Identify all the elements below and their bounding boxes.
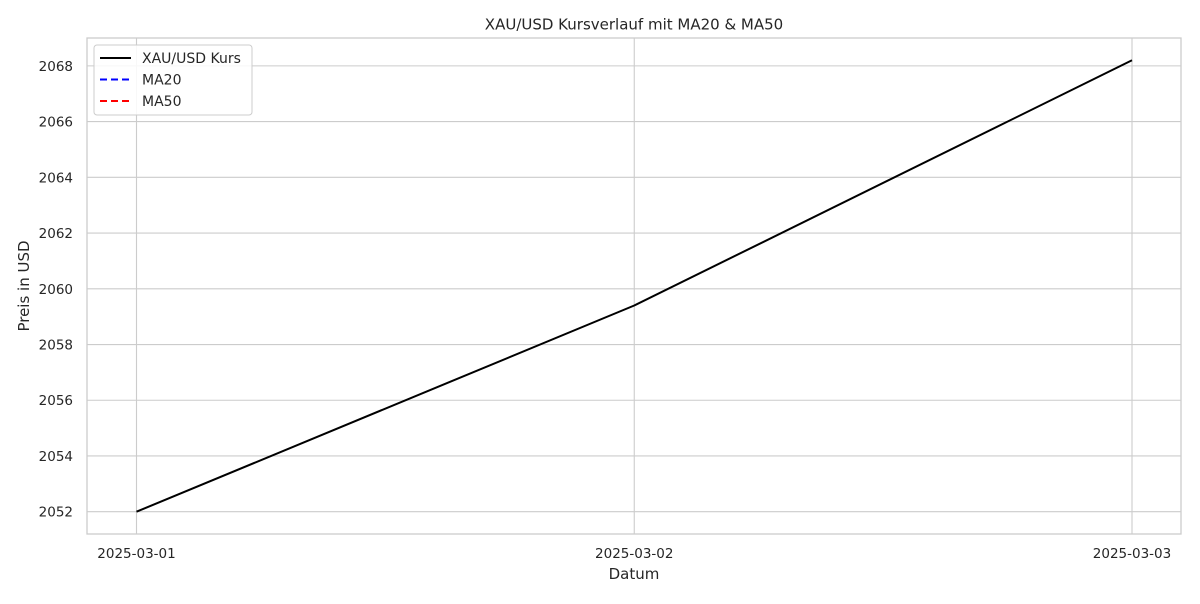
x-tick-label: 2025-03-01 [97,546,175,562]
series-line-0 [136,59,1133,513]
y-tick-label: 2066 [39,115,73,131]
chart-title: XAU/USD Kursverlauf mit MA20 & MA50 [485,16,783,34]
legend-label: XAU/USD Kurs [142,51,241,67]
legend-label: MA20 [142,73,181,89]
x-tick-label: 2025-03-02 [595,546,673,562]
y-tick-label: 2062 [39,226,73,242]
y-tick-label: 2056 [39,393,73,409]
y-tick-label: 2060 [39,282,73,298]
grid [87,38,1181,534]
series-lines [136,59,1133,513]
legend: XAU/USD Kurs MA20 MA50 [93,44,253,116]
y-tick-label: 2068 [39,59,73,75]
x-axis-label: Datum [609,565,660,583]
y-axis-label: Preis in USD [15,240,33,331]
x-tick-label: 2025-03-03 [1093,546,1171,562]
legend-box [93,44,253,116]
y-tick-label: 2054 [39,449,73,465]
legend-label: MA50 [142,94,181,110]
plot-frame [86,37,1182,535]
tick-labels: 2052 2054 2056 2058 2060 2062 2064 2066 2068 2025… [39,59,1172,562]
y-tick-label: 2052 [39,505,73,521]
y-tick-label: 2064 [39,170,73,186]
y-tick-label: 2058 [39,338,73,354]
